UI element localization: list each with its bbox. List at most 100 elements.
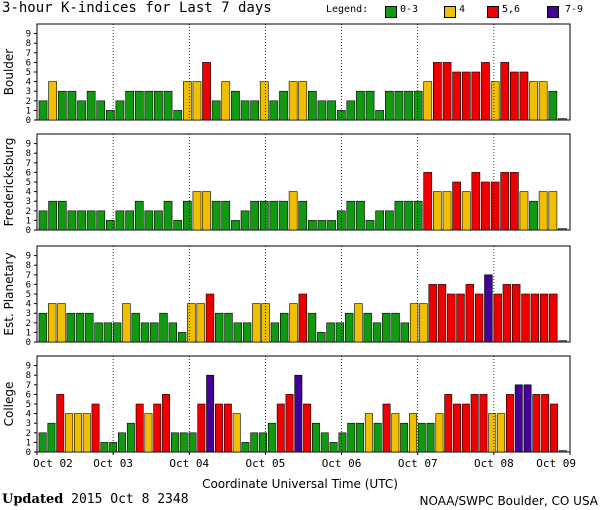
bar — [298, 81, 308, 121]
bar — [179, 432, 188, 453]
bar — [346, 200, 356, 231]
bar — [461, 71, 471, 121]
y-tick-label: 0 — [26, 226, 31, 236]
bar — [144, 413, 153, 453]
bar — [122, 303, 131, 343]
bar — [423, 172, 433, 231]
y-tick-label: 1 — [26, 216, 31, 226]
bar — [391, 413, 400, 453]
bar — [47, 422, 56, 453]
bar — [514, 384, 523, 453]
bar — [135, 403, 144, 453]
bar — [279, 90, 288, 121]
bar — [77, 100, 86, 121]
y-tick-label: 5 — [26, 290, 31, 300]
bar — [404, 200, 413, 231]
y-tick-label: 5 — [26, 178, 31, 188]
bar — [558, 450, 567, 453]
bar — [363, 312, 372, 343]
bar — [162, 394, 170, 453]
y-tick-label: 6 — [26, 280, 31, 290]
panel-label: Boulder — [2, 49, 16, 96]
bar — [550, 403, 559, 453]
bar — [423, 81, 433, 121]
x-axis-title: Coordinate Universal Time (UTC) — [202, 477, 398, 491]
legend-swatch-5-6 — [487, 6, 499, 18]
y-tick-label: 9 — [26, 30, 31, 40]
bar — [241, 442, 250, 453]
bar — [66, 312, 75, 343]
bar — [183, 81, 192, 121]
y-tick-label: 5 — [26, 400, 31, 410]
legend-swatch-7-9 — [547, 6, 559, 18]
bar — [134, 90, 144, 121]
y-tick-label: 0 — [26, 338, 31, 348]
bar — [96, 100, 106, 121]
bar — [356, 90, 365, 121]
bar — [521, 293, 530, 343]
bar — [56, 394, 65, 453]
x-tick-label: Oct 04 — [169, 457, 209, 470]
bar — [442, 191, 452, 231]
bar — [103, 322, 113, 343]
bar — [57, 90, 67, 121]
x-tick-label: Oct 09 — [536, 457, 576, 470]
y-tick-label: 2 — [26, 207, 31, 217]
bar — [224, 312, 233, 343]
bar — [202, 62, 211, 121]
bar — [479, 394, 488, 453]
bar — [240, 210, 250, 231]
bar — [163, 200, 173, 231]
bar — [529, 81, 538, 121]
bar — [447, 293, 456, 343]
bar — [48, 200, 57, 231]
y-tick-label: 4 — [26, 300, 31, 310]
bar — [197, 403, 206, 453]
bar — [276, 403, 285, 453]
bar — [240, 100, 250, 121]
bar — [100, 442, 109, 453]
bar — [288, 81, 298, 121]
bar — [233, 322, 242, 343]
bar — [231, 90, 240, 121]
bar — [215, 312, 224, 343]
bar — [382, 403, 391, 453]
y-tick-label: 2 — [26, 97, 31, 107]
bar — [519, 191, 529, 231]
updated-label: Updated — [2, 492, 64, 507]
x-tick-label: Oct 07 — [398, 457, 438, 470]
bar — [85, 312, 94, 343]
y-tick-label: 4 — [26, 188, 31, 198]
bar — [419, 303, 428, 343]
bar — [126, 422, 135, 453]
bar — [168, 322, 177, 343]
bar — [432, 191, 442, 231]
bar — [530, 293, 540, 343]
y-tick-label: 2 — [26, 429, 31, 439]
y-tick-label: 6 — [26, 390, 31, 400]
bar — [206, 374, 215, 453]
bar — [490, 81, 500, 121]
bar — [317, 220, 327, 231]
bar — [435, 413, 444, 453]
bar — [470, 394, 479, 453]
bar — [465, 284, 474, 343]
bar — [294, 374, 303, 453]
bar — [375, 110, 385, 121]
bar — [548, 90, 558, 121]
bar — [442, 62, 452, 121]
y-tick-label: 0 — [26, 448, 31, 458]
bar — [346, 100, 356, 121]
bar — [94, 322, 103, 343]
bar — [270, 322, 280, 343]
bar — [505, 394, 514, 453]
bar — [365, 90, 375, 121]
bar — [509, 172, 519, 231]
bar — [250, 100, 260, 121]
bar — [144, 210, 154, 231]
bar — [375, 210, 385, 231]
bar — [252, 303, 261, 343]
y-tick-label: 4 — [26, 78, 31, 88]
bar — [86, 210, 96, 231]
bar — [384, 210, 394, 231]
